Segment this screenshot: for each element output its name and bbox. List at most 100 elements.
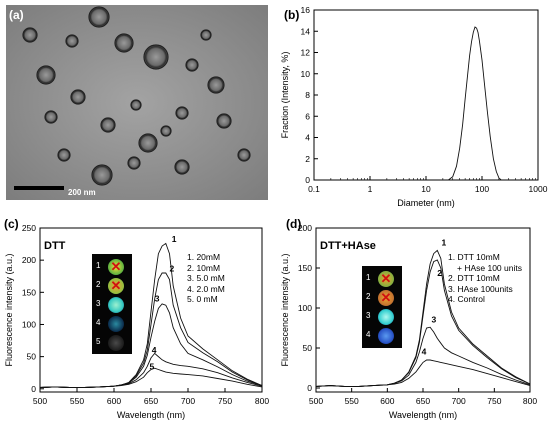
vesicle [70,89,86,105]
x-tick-label: 10 [421,184,431,194]
y-tick-label: 2 [305,154,310,164]
y-tick-label: 100 [22,319,36,329]
inset-spot-2: 2 ✕ [92,277,132,295]
inset-number: 4 [96,318,101,327]
series-line [315,326,531,387]
y-tick-label: 150 [22,287,36,297]
x-tick-label: 1000 [529,184,548,194]
panel-c-letter: (c) [4,217,19,231]
y-tick-label: 10 [301,69,311,79]
vesicle [65,34,79,48]
inset-number: 1 [366,273,371,282]
x-tick-label: 700 [181,396,195,406]
x-tick-label: 600 [380,396,394,406]
panel-c-label: DTT [44,240,66,252]
spot-icon [378,328,394,344]
x-tick-label: 500 [309,396,323,406]
panel-a-letter: (a) [9,8,24,22]
series-line [448,26,502,181]
series-label: 2 [437,268,442,278]
x-tick-label: 650 [144,396,158,406]
inset-spot-2: 2 ✕ [362,289,402,307]
spot-icon [378,309,394,325]
y-axis-label: Fraction (Intensity, %) [280,52,290,139]
panel-c-inset: 1 ✕ 2 ✕ 3 4 5 [92,254,132,354]
x-axis-label: Wavelength (nm) [117,410,185,420]
inset-spot-4: 4 [362,327,402,345]
vesicle [100,117,116,133]
cross-icon: ✕ [380,271,392,286]
spot-icon [108,335,124,351]
y-tick-label: 6 [305,111,310,121]
x-tick-label: 0.1 [308,184,320,194]
vesicle [88,6,110,28]
spot-icon: ✕ [108,259,124,275]
legend-item: 4. Control [448,294,485,304]
panel-d-letter: (d) [286,217,302,231]
inset-number: 5 [96,337,101,346]
x-tick-label: 100 [475,184,489,194]
spot-icon [108,316,124,332]
spot-icon: ✕ [378,290,394,306]
vesicle [174,159,190,175]
panel-b: 0.1 1 10 100 1000 0 2 4 6 8 10 12 14 16 Diameter (nm) F… [272,0,550,215]
series-label: 4 [152,345,157,355]
plot-frame [313,9,539,181]
series-label: 3 [432,314,437,324]
y-tick-label: 100 [298,303,312,313]
vesicle [160,125,172,137]
x-tick-label: 550 [345,396,359,406]
vesicles [22,6,251,186]
scale-bar-label: 200 nm [68,188,96,197]
vesicle [143,44,169,70]
series-label: 1 [442,238,447,248]
inset-spot-1: 1 ✕ [362,270,402,288]
dtt-hase-fluorescence-chart: 500 550 600 650 700 750 800 0 50 100 150 200 Wavelen… [280,223,537,420]
legend-item: 4. 2.0 mM [187,283,225,294]
panel-d-inset: 1 ✕ 2 ✕ 3 4 [362,266,402,348]
y-tick-label: 16 [301,5,311,15]
tem-micrograph: 200 nm [6,5,268,200]
inset-number: 4 [366,330,371,339]
series-label: 5 [150,361,155,371]
vesicle [22,27,38,43]
spot-icon [108,297,124,313]
y-tick-label: 8 [305,90,310,100]
x-tick-label: 1 [368,184,373,194]
x-tick-label: 550 [70,396,84,406]
vesicle [57,148,71,162]
vesicle [185,58,199,72]
panel-b-letter: (b) [284,8,300,22]
x-axis-label: Wavelength (nm) [389,410,457,420]
x-tick-label: 800 [255,396,269,406]
vesicle [44,110,58,124]
y-tick-label: 150 [298,263,312,273]
inset-spot-3: 3 [92,296,132,314]
panel-c: 500 550 600 650 700 750 800 0 50 100 150 200 250 Wave… [0,212,276,439]
x-tick-label: 750 [218,396,232,406]
legend-item: 2. 10mM [187,262,221,273]
vesicle [130,99,142,111]
vesicle [138,133,158,153]
series-label: 2 [170,264,175,274]
y-tick-label: 4 [305,133,310,143]
vesicle [36,65,56,85]
inset-number: 3 [366,311,371,320]
vesicle [91,164,113,186]
legend-item: 1. DTT 10mM [448,252,500,262]
legend-item: + HAse 100 units [457,262,522,273]
inset-spot-1: 1 ✕ [92,258,132,276]
vesicle [175,106,189,120]
legend-item: 3. HAse 100units [448,283,513,294]
y-axis-label: Fluorescence intensity (a.u.) [4,253,14,366]
y-tick-label: 12 [301,48,311,58]
tem-image [6,5,268,200]
spot-icon: ✕ [378,271,394,287]
x-tick-label: 750 [487,396,501,406]
vesicle [237,148,251,162]
x-tick-label: 650 [416,396,430,406]
x-tick-label: 600 [107,396,121,406]
panel-d-label: DTT+HAse [320,240,376,252]
series-label: 4 [422,346,427,356]
inset-number: 2 [366,292,371,301]
